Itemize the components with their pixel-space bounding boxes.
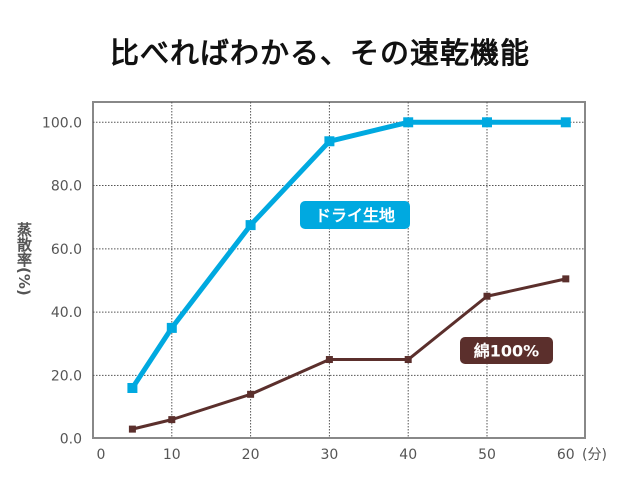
data-point [324,136,335,147]
data-point [403,117,414,128]
data-point [127,382,138,393]
series-label: ドライ生地 [315,206,395,225]
y-tick-label: 80.0 [51,179,82,195]
data-point [325,356,333,364]
data-point [245,220,256,231]
y-tick-label: 0.0 [60,432,82,448]
data-point [168,416,176,424]
x-tick-label: 50 [478,447,496,463]
data-point [560,117,571,128]
y-axis-label: 蒸散率(%) [15,222,33,296]
data-point [483,292,491,300]
data-point [128,425,136,433]
data-point [562,275,570,283]
data-point [404,356,412,364]
y-tick-label: 100.0 [42,115,82,131]
data-point [166,322,177,333]
x-tick-label: 60 [557,447,575,463]
plot-frame [92,101,586,439]
series-label-box [460,337,553,364]
x-tick-label: 20 [242,447,260,463]
y-tick-label: 40.0 [51,305,82,321]
x-unit-label: (分) [582,447,607,463]
y-tick-label: 60.0 [51,242,82,258]
chart-title: 比べればわかる、その速乾機能 [109,36,530,70]
x-tick-label: 0 [97,447,106,463]
x-tick-label: 10 [163,447,181,463]
y-tick-label: 20.0 [51,368,82,384]
data-point [247,390,255,398]
series-label: 綿100% [474,342,539,361]
x-tick-label: 40 [399,447,417,463]
x-tick-label: 30 [320,447,338,463]
data-point [482,117,492,128]
series-label-box [300,201,410,229]
